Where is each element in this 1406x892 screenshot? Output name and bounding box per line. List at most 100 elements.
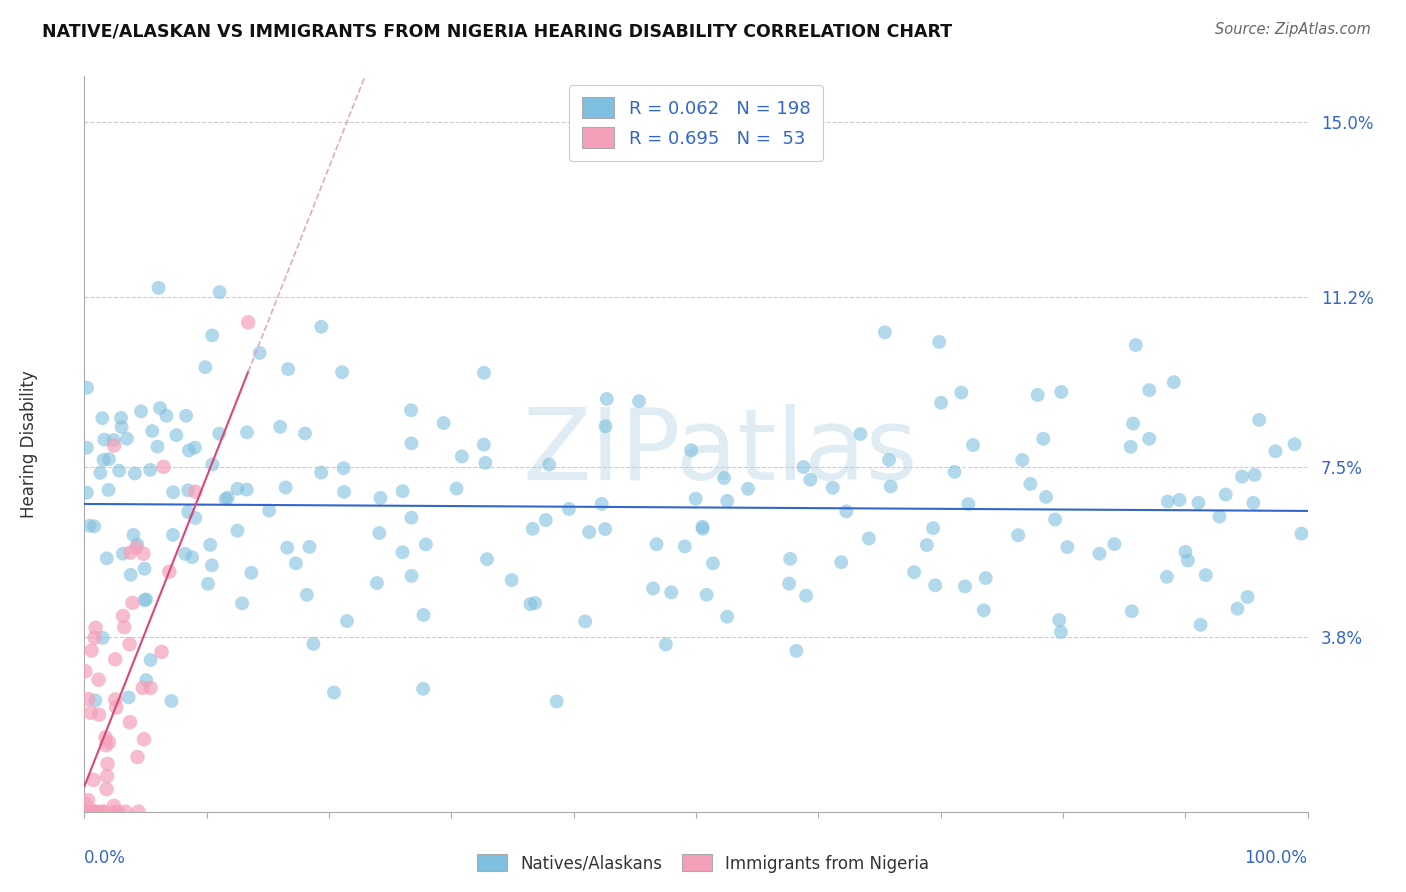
Point: [401, 510, 423, 524]
Point: [446, 482, 468, 496]
Point: [141, 424, 163, 438]
Point: [1011, 453, 1033, 467]
Point: [1215, 487, 1237, 501]
Point: [779, 551, 801, 566]
Point: [1249, 413, 1271, 427]
Point: [873, 326, 896, 340]
Text: NATIVE/ALASKAN VS IMMIGRANTS FROM NIGERIA HEARING DISABILITY CORRELATION CHART: NATIVE/ALASKAN VS IMMIGRANTS FROM NIGERI…: [42, 22, 952, 40]
Point: [77, 692, 100, 706]
Point: [162, 528, 184, 542]
Point: [91, 805, 114, 819]
Point: [785, 644, 807, 658]
Point: [134, 562, 156, 576]
Point: [177, 505, 200, 519]
Point: [1007, 528, 1029, 542]
Text: 100.0%: 100.0%: [1244, 848, 1308, 866]
Point: [124, 467, 146, 481]
Point: [298, 540, 321, 554]
Point: [96, 756, 118, 771]
Point: [401, 569, 423, 583]
Point: [295, 588, 318, 602]
Point: [659, 585, 682, 599]
Point: [76, 805, 98, 819]
Point: [1241, 496, 1264, 510]
Point: [1187, 496, 1209, 510]
Point: [1156, 570, 1178, 584]
Point: [302, 637, 325, 651]
Point: [1047, 613, 1070, 627]
Point: [96, 738, 118, 752]
Point: [821, 481, 844, 495]
Point: [87, 805, 110, 819]
Point: [94, 731, 117, 745]
Point: [103, 438, 125, 452]
Point: [226, 482, 249, 496]
Point: [73, 805, 96, 819]
Point: [973, 603, 995, 617]
Point: [115, 432, 138, 446]
Point: [97, 483, 120, 497]
Point: [596, 392, 619, 406]
Point: [107, 805, 129, 819]
Point: [1174, 545, 1197, 559]
Point: [645, 537, 668, 551]
Point: [799, 473, 821, 487]
Point: [91, 805, 114, 819]
Point: [120, 546, 142, 560]
Point: [1226, 601, 1249, 615]
Point: [830, 555, 852, 569]
Point: [128, 805, 150, 819]
Point: [75, 797, 97, 811]
Point: [1050, 384, 1073, 399]
Point: [1122, 417, 1144, 431]
Point: [1043, 512, 1066, 526]
Point: [201, 458, 224, 472]
Point: [111, 547, 134, 561]
Point: [849, 426, 872, 441]
Point: [96, 551, 118, 566]
Point: [139, 653, 162, 667]
Point: [922, 521, 945, 535]
Point: [96, 769, 118, 783]
Point: [155, 409, 177, 423]
Point: [104, 692, 127, 706]
Point: [226, 524, 249, 538]
Point: [702, 557, 724, 571]
Point: [89, 466, 111, 480]
Point: [1195, 568, 1218, 582]
Point: [1125, 338, 1147, 352]
Point: [277, 362, 299, 376]
Point: [87, 707, 110, 722]
Point: [501, 573, 523, 587]
Point: [903, 565, 925, 579]
Point: [87, 673, 110, 687]
Point: [114, 805, 136, 819]
Point: [97, 452, 120, 467]
Point: [80, 706, 103, 720]
Point: [132, 681, 155, 695]
Point: [1230, 469, 1253, 483]
Point: [692, 522, 714, 536]
Point: [962, 438, 984, 452]
Point: [681, 443, 703, 458]
Point: [737, 482, 759, 496]
Point: [433, 416, 456, 430]
Point: [75, 665, 97, 679]
Point: [103, 433, 125, 447]
Point: [214, 492, 236, 507]
Point: [778, 576, 800, 591]
Point: [685, 491, 707, 506]
Point: [1104, 537, 1126, 551]
Point: [294, 426, 316, 441]
Point: [835, 504, 858, 518]
Point: [879, 479, 901, 493]
Point: [716, 494, 738, 508]
Point: [591, 497, 613, 511]
Point: [546, 694, 568, 708]
Point: [80, 643, 103, 657]
Text: ZIPatlas: ZIPatlas: [523, 404, 918, 501]
Point: [391, 545, 413, 559]
Point: [139, 681, 162, 695]
Point: [129, 404, 152, 418]
Point: [160, 694, 183, 708]
